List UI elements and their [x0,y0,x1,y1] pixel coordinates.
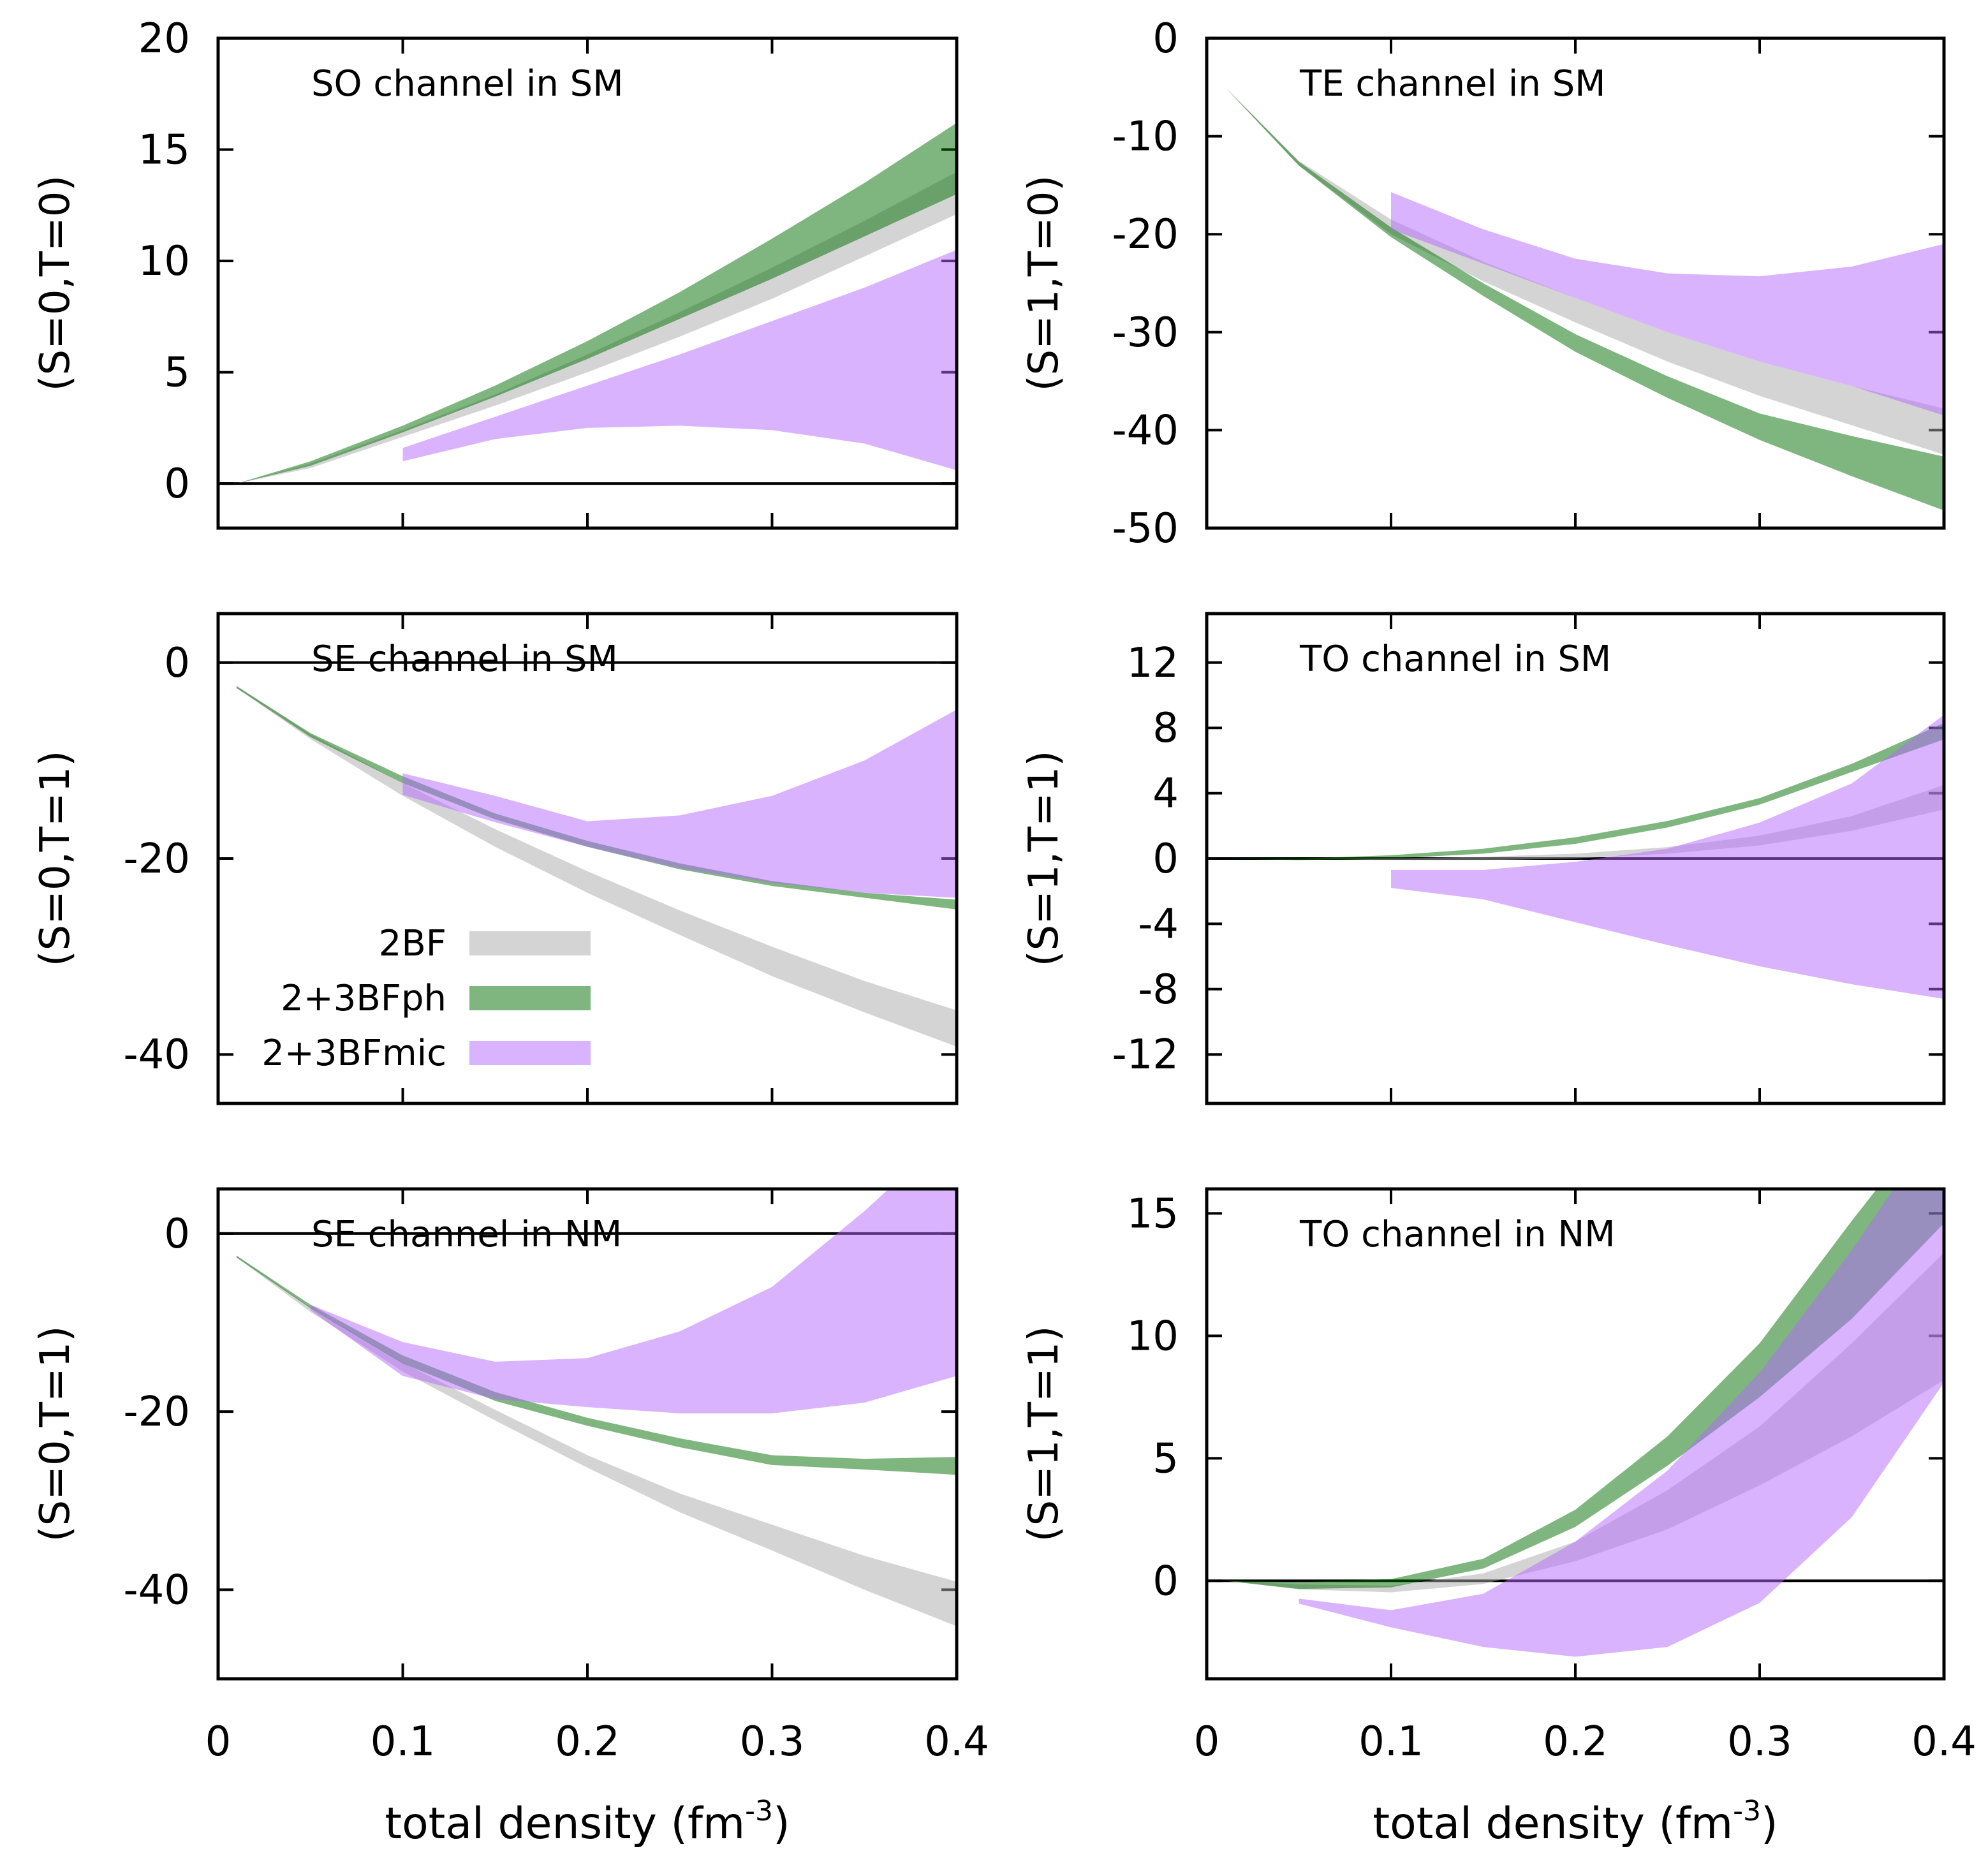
band-2-3bfmic [1391,714,1944,999]
legend-swatch [469,1041,591,1065]
x-tick-label: 0.3 [1727,1718,1792,1766]
y-tick-label: 20 [138,15,190,63]
y-tick-label: -40 [123,1567,190,1614]
y-axis-label: (S=1,T=1) [1020,1326,1068,1542]
y-tick-label: -20 [1112,211,1179,258]
y-tick-label: -30 [1112,309,1179,357]
panel-title: SE channel in NM [311,1214,622,1255]
y-tick-label: 0 [164,461,190,508]
y-tick-label: -10 [1112,114,1179,161]
plot-frame [1205,612,1946,1105]
y-axis-label: (S=1,T=0) [1020,175,1068,392]
x-axis-label-main: total density (fm [385,1799,745,1849]
panel-title: TO channel in SM [1299,638,1611,680]
y-tick-label: 0 [1152,15,1179,63]
y-tick-label: 12 [1127,640,1179,687]
y-tick-label: 0 [1152,836,1179,883]
y-tick-label: 8 [1152,705,1179,752]
x-tick-label: 0.1 [1358,1718,1424,1766]
band-2bf [236,1255,957,1626]
y-tick-label: 0 [164,640,190,687]
panel-3: 0 -20 -40 SE channel in SM (S=0,T=1) 2BF 2+3BF… [32,612,959,1105]
band-2bf [236,686,957,1047]
plot-frame [216,612,959,1105]
y-tick-label: -50 [1112,505,1179,552]
x-tick-label: 0.3 [740,1718,805,1766]
x-tick-label: 0.4 [924,1718,989,1766]
panel-5: 0 -20 -40 0 0.1 0.2 0.3 0.4 SE channel in NM (S=0… [32,1187,989,1849]
x-axis-label-superscript: -3 [1733,1795,1761,1827]
y-tick-label: -12 [1112,1031,1179,1079]
y-tick-label: 4 [1152,770,1179,818]
y-axis-label: (S=0,T=0) [32,175,79,392]
bands [236,1189,957,1626]
plot-frame [216,1187,959,1681]
panel-2: 0 -10 -20 -30 -40 -50 TE channel in SM (S=1,T=0… [1020,15,1946,552]
band-2-3bfmic [310,1189,957,1413]
bands [1225,87,1944,511]
band-2-3bfmic [402,709,957,898]
bands [1225,714,1944,999]
panel-title: TE channel in SM [1299,63,1606,105]
bands [236,122,957,484]
plot-frame [216,36,959,530]
panel-title: SE channel in SM [311,638,618,680]
legend-swatch [469,986,591,1010]
legend-label: 2BF [379,923,446,964]
x-axis-label-end: ) [773,1799,790,1849]
x-tick-label: 0.1 [371,1718,436,1766]
y-tick-label: 0 [164,1211,190,1258]
panel-4: 12 8 4 0 -4 -8 -12 TO channel in SM (S=1,T=1) [1020,612,1946,1105]
y-tick-label: 5 [1152,1435,1179,1482]
legend-label: 2+3BFmic [261,1033,446,1074]
x-tick-label: 0.2 [555,1718,620,1766]
y-tick-label: 0 [1152,1558,1179,1605]
legend: 2BF 2+3BFph 2+3BFmic [261,923,591,1074]
y-tick-label: 15 [138,127,190,174]
band-2-3bfmic [1391,192,1944,416]
y-tick-label: 10 [138,238,190,285]
x-axis-label: total density (fm-3) [1373,1795,1778,1849]
bands [236,686,957,1047]
x-axis-label-superscript: -3 [745,1795,773,1827]
y-tick-label: -20 [123,1389,190,1436]
y-axis-label: (S=0,T=1) [32,1326,79,1542]
legend-label: 2+3BFph [281,978,446,1019]
plot-frame [1205,1187,1946,1681]
bands [1225,1189,1944,1657]
band-2bf [1225,87,1944,455]
y-tick-label: -40 [1112,407,1179,454]
x-tick-label: 0.2 [1543,1718,1608,1766]
y-tick-label: 5 [164,350,190,397]
y-tick-label: -8 [1138,966,1179,1014]
y-tick-label: 10 [1127,1313,1179,1360]
panel-title: TO channel in NM [1299,1214,1616,1255]
x-tick-label: 0 [1194,1718,1220,1766]
x-tick-label: 0.4 [1911,1718,1977,1766]
panel-title: SO channel in SM [311,63,624,105]
y-tick-label: 15 [1127,1190,1179,1237]
x-tick-label: 0 [205,1718,232,1766]
band-2-3bfph [1225,87,1944,511]
y-tick-label: -4 [1138,901,1179,948]
band-2-3bfmic [1299,1189,1944,1657]
y-tick-label: -40 [123,1031,190,1079]
x-axis-label: total density (fm-3) [385,1795,790,1849]
band-2-3bfmic [402,249,957,471]
legend-swatch [469,931,591,955]
panel-1: 0 5 10 15 20 SO channel in SM (S=0,T=0) [32,15,959,530]
y-tick-label: -20 [123,836,190,883]
x-axis-label-main: total density (fm [1373,1799,1733,1849]
y-axis-label: (S=0,T=1) [32,751,79,967]
x-axis-label-end: ) [1761,1799,1778,1849]
y-axis-label: (S=1,T=1) [1020,751,1068,967]
plot-frame [1205,36,1946,530]
panel-6: 0 5 10 15 0 0.1 0.2 0.3 0.4 TO channel in NM (S=1,… [1020,1187,1977,1849]
